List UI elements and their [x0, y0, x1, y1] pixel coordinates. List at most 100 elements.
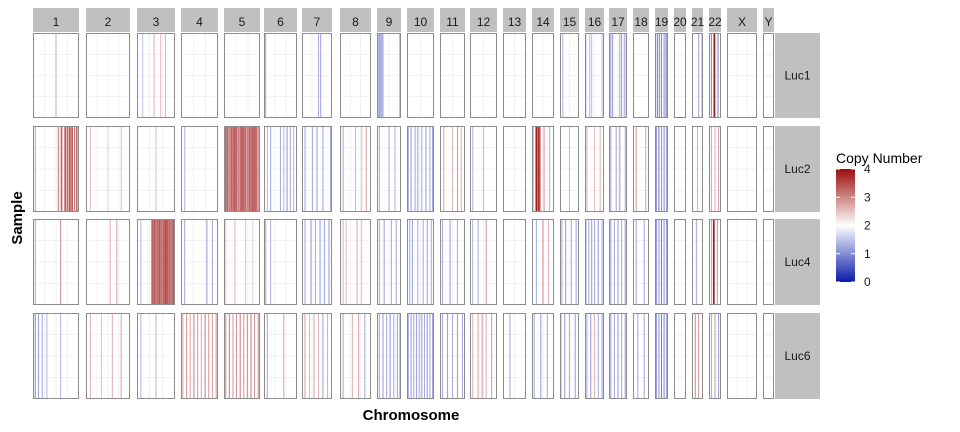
panel-Luc4-chr-5	[224, 219, 260, 305]
panel-Luc4-chr-1	[33, 219, 79, 305]
strip-label-chr-18: 18	[634, 15, 648, 29]
strip-chr-8: 8	[340, 8, 371, 32]
legend-ticks: 0 1 2 3 4	[836, 162, 871, 289]
strip-label-chr-3: 3	[153, 15, 160, 29]
panel-Luc4-chr-16	[585, 219, 604, 305]
strip-label-chr-14: 14	[536, 15, 550, 29]
panel-border	[181, 126, 218, 212]
strip-bg-chr-6	[264, 8, 297, 32]
panel-border	[709, 33, 721, 118]
strip-label-chr-6: 6	[277, 15, 284, 29]
panel-Luc6-chr-21	[692, 313, 703, 399]
strip-bg-sample-Luc4	[775, 219, 820, 305]
panel-Luc2-chr-4	[181, 126, 218, 212]
panel-border	[264, 313, 297, 399]
panel-Luc1-chr-9	[377, 33, 401, 118]
panel-border	[470, 313, 497, 399]
panel-border	[340, 126, 371, 212]
panel-border	[585, 313, 604, 399]
panel-Luc1-chr-21	[692, 33, 703, 118]
strip-label-chr-15: 15	[563, 15, 577, 29]
panel-border	[585, 219, 604, 305]
strip-bg-chr-15	[560, 8, 579, 32]
panel-Luc4-chr-13	[503, 219, 526, 305]
panel-border	[440, 33, 465, 118]
panel-Luc2-chr-18	[633, 126, 649, 212]
panel-Luc4-chr-Y	[763, 219, 774, 305]
panel-Luc2-chr-3	[137, 126, 175, 212]
panel-border	[440, 313, 465, 399]
panel-border	[137, 219, 175, 305]
panel-Luc2-chr-21	[692, 126, 703, 212]
panel-border	[655, 126, 668, 212]
legend-tick-label: 1	[864, 247, 871, 261]
strip-bg-chr-3	[137, 8, 175, 32]
panel-Luc2-chr-8	[340, 126, 371, 212]
panel-border	[224, 219, 260, 305]
strip-label-chr-9: 9	[386, 15, 393, 29]
panel-border	[407, 313, 434, 399]
strip-label-sample-Luc4: Luc4	[784, 255, 810, 269]
panel-Luc2-chr-14	[532, 126, 554, 212]
panel-Luc4-chr-14	[532, 219, 554, 305]
strip-label-chr-7: 7	[314, 15, 321, 29]
panel-Luc6-chr-17	[609, 313, 627, 399]
panel-border	[709, 313, 721, 399]
strip-label-chr-20: 20	[673, 15, 687, 29]
panel-border	[33, 33, 79, 118]
strip-chr-20: 20	[673, 8, 687, 32]
strip-bg-chr-12	[470, 8, 497, 32]
panel-border	[470, 219, 497, 305]
panel-Luc2-chr-2	[86, 126, 130, 212]
panel-Luc1-chr-3	[137, 33, 175, 118]
strip-bg-chr-2	[86, 8, 130, 32]
panel-Luc4-chr-3	[137, 219, 175, 305]
strip-bg-chr-17	[609, 8, 627, 32]
panel-border	[692, 219, 703, 305]
strip-chr-3: 3	[137, 8, 175, 32]
panel-Luc1-chr-13	[503, 33, 526, 118]
panel-Luc1-chr-1	[33, 33, 79, 118]
panel-border	[655, 33, 668, 118]
panel-Luc6-chr-8	[340, 313, 371, 399]
strip-bg-chr-5	[224, 8, 260, 32]
panel-Luc6-chr-6	[264, 313, 297, 399]
panel-border	[407, 33, 434, 118]
panel-Luc1-chr-16	[585, 33, 604, 118]
panel-Luc6-chr-18	[633, 313, 649, 399]
panel-border	[609, 313, 627, 399]
panel-border	[674, 33, 686, 118]
panel-border	[763, 126, 774, 212]
panel-Luc2-chr-11	[440, 126, 465, 212]
strip-bg-sample-Luc1	[775, 33, 820, 118]
panel-Luc6-chr-11	[440, 313, 465, 399]
panel-Luc4-chr-15	[560, 219, 579, 305]
panel-Luc1-chr-X	[727, 33, 757, 118]
strip-label-chr-Y: Y	[764, 15, 772, 29]
panel-border	[763, 313, 774, 399]
panel-border	[137, 126, 175, 212]
panel-border	[585, 33, 604, 118]
strip-label-chr-10: 10	[414, 15, 428, 29]
panel-Luc6-chr-19	[655, 313, 668, 399]
strip-chr-9: 9	[377, 8, 401, 32]
strip-bg-chr-7	[302, 8, 332, 32]
panel-border	[560, 219, 579, 305]
panel-Luc1-chr-12	[470, 33, 497, 118]
panel-Luc6-chr-7	[302, 313, 332, 399]
strip-sample-Luc4: Luc4	[775, 219, 820, 305]
strip-bg-chr-Y	[763, 8, 774, 32]
panel-border	[302, 313, 332, 399]
panel-Luc1-chr-20	[674, 33, 686, 118]
panel-Luc4-chr-21	[692, 219, 703, 305]
panel-Luc6-chr-X	[727, 313, 757, 399]
panel-border	[224, 126, 260, 212]
strip-bg-chr-22	[709, 8, 721, 32]
strip-label-chr-5: 5	[239, 15, 246, 29]
panel-Luc2-chr-17	[609, 126, 627, 212]
panel-Luc2-chr-5	[224, 126, 260, 212]
panel-Luc4-chr-11	[440, 219, 465, 305]
panel-Luc2-chr-15	[560, 126, 579, 212]
panel-Luc1-chr-14	[532, 33, 554, 118]
